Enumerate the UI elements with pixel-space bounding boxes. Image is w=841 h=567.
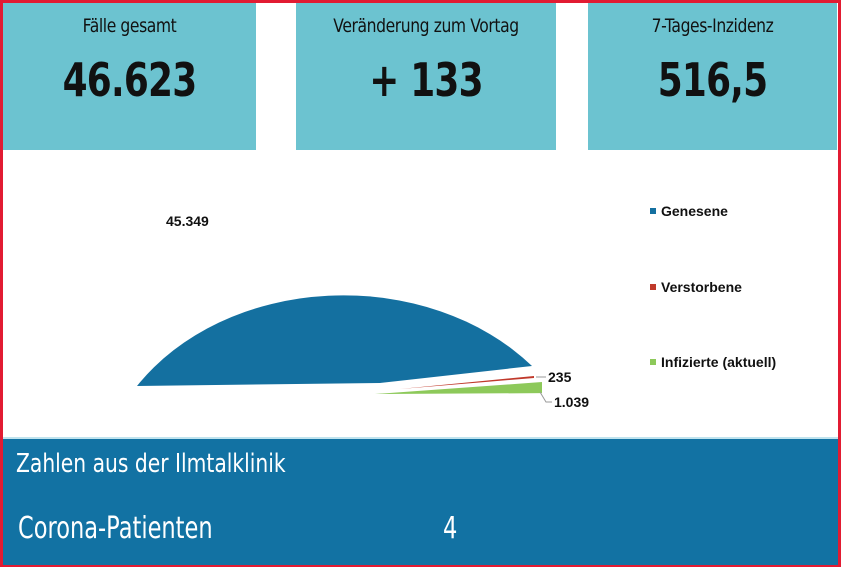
clinic-title: Zahlen aus der Ilmtalklinik: [16, 449, 286, 479]
card-label: Fälle gesamt: [82, 15, 177, 37]
legend-item-verstorbene: Verstorbene: [650, 279, 742, 295]
card-value: 46.623: [62, 53, 198, 107]
card-total-cases: Fälle gesamt 46.623: [3, 3, 256, 150]
legend-swatch: [650, 208, 656, 215]
card-value: 516,5: [657, 53, 768, 107]
pie-slice-infizierte: [375, 382, 542, 394]
legend-item-infizierte: Infizierte (aktuell): [650, 354, 776, 370]
pie-chart: 45.349 235 1.039: [137, 213, 589, 410]
leader-line-1039: [539, 391, 552, 403]
data-label-infizierte: 1.039: [554, 394, 589, 410]
pie-slice-genesene: [137, 295, 532, 386]
pie-slice-verstorbene: [400, 376, 534, 389]
clinic-panel: Zahlen aus der Ilmtalklinik Corona-Patie…: [3, 437, 838, 565]
card-label: Veränderung zum Vortag: [333, 15, 519, 37]
data-label-genesene: 45.349: [166, 213, 209, 229]
legend-label: Genesene: [661, 203, 728, 219]
legend-label: Verstorbene: [661, 279, 742, 295]
corona-patients-value: 4: [443, 511, 458, 546]
card-label: 7-Tages-Inzidenz: [651, 15, 774, 37]
card-change: Veränderung zum Vortag + 133: [296, 3, 556, 150]
card-incidence: 7-Tages-Inzidenz 516,5: [588, 3, 837, 150]
card-value: + 133: [369, 53, 483, 107]
legend-label: Infizierte (aktuell): [661, 354, 777, 370]
corona-patients-label: Corona-Patienten: [18, 511, 213, 546]
legend-swatch: [650, 284, 656, 291]
data-label-verstorbene: 235: [548, 369, 572, 385]
legend-item-genesene: Genesene: [650, 203, 728, 219]
legend-swatch: [650, 359, 656, 366]
